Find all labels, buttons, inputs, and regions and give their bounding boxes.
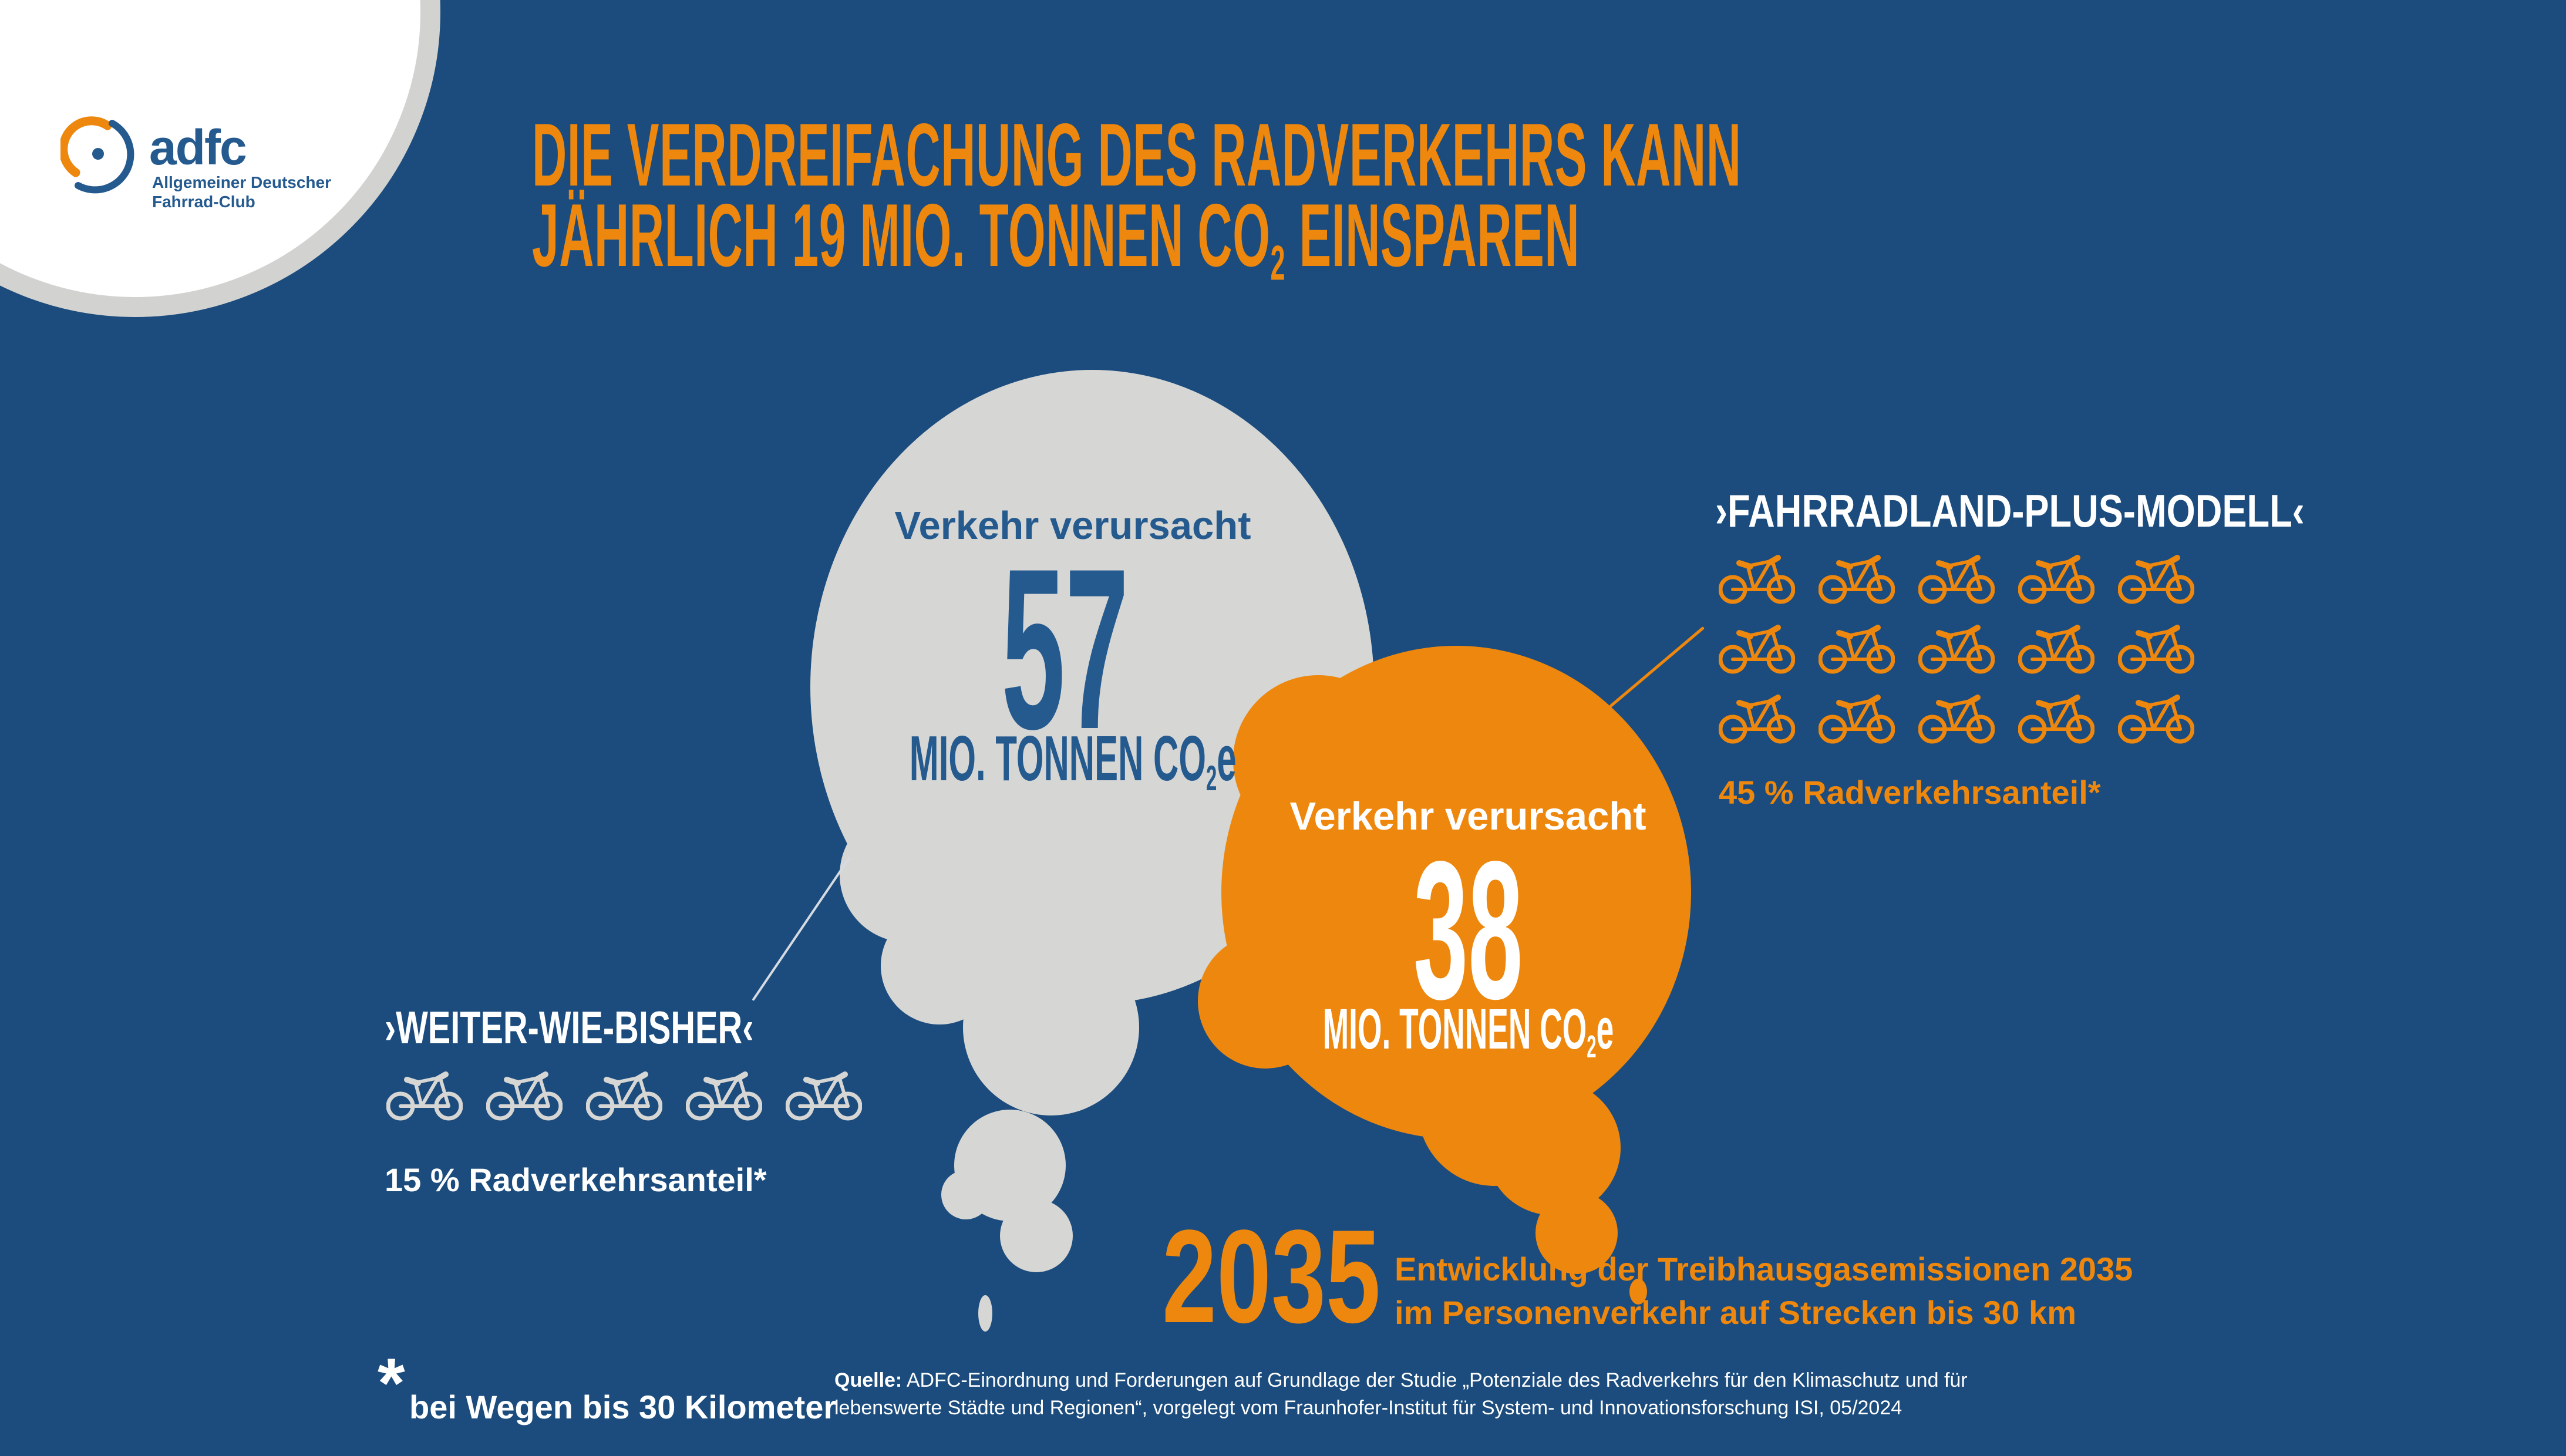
bike-icon [1918, 625, 1995, 674]
bike-icon [1719, 695, 1795, 744]
bike-icon [386, 1071, 463, 1121]
scenario-weiter-label: ›WEITER-WIE-BISHER‹ [385, 1002, 754, 1053]
bike-row [1719, 625, 2194, 674]
bike-icon [486, 1071, 563, 1121]
bike-icon [2018, 555, 2094, 604]
bike-icon [1719, 625, 1795, 674]
orange-cloud-unit: MIO. TONNEN CO2e [1322, 997, 1614, 1064]
weiter-share-label: 15 % Radverkehrsanteil* [385, 1161, 767, 1198]
bike-row [386, 1071, 862, 1121]
bike-row [1719, 555, 2194, 604]
footnote-text: bei Wegen bis 30 Kilometer [409, 1388, 837, 1425]
bike-icon [1819, 555, 1895, 604]
year-2035: 2035 [1162, 1202, 1381, 1350]
bike-icon [2018, 625, 2094, 674]
gray-cloud-dot [978, 1295, 992, 1332]
gray-cloud-unit: MIO. TONNEN CO2e [909, 723, 1237, 798]
bike-icon [686, 1071, 762, 1121]
page-title-line2: JÄHRLICH 19 MIO. TONNEN CO2 EINSPAREN [532, 186, 1580, 291]
gray-cloud-value: 57 [1001, 521, 1129, 777]
bike-icon [1819, 625, 1895, 674]
orange-cloud-value: 38 [1413, 820, 1523, 1040]
bike-icon [1719, 555, 1795, 604]
bike-icon [2118, 695, 2194, 744]
orange-cloud-intro: Verkehr verursacht [1289, 794, 1646, 838]
orange-cloud-dot [1629, 1279, 1647, 1305]
logo-subline: Allgemeiner Deutscher Fahrrad-Club [152, 173, 331, 211]
page-title-line1: DIE VERDREIFACHUNG DES RADVERKEHRS KANN [532, 105, 1742, 205]
logo-badge-circle [0, 0, 440, 317]
bike-icon [786, 1071, 862, 1121]
bike-icon [1819, 695, 1895, 744]
bike-row [1719, 695, 2194, 744]
fahrradland-share-label: 45 % Radverkehrsanteil* [1719, 774, 2101, 811]
year-caption-line2: im Personenverkehr auf Strecken bis 30 k… [1395, 1294, 2076, 1331]
source-line1: Quelle: ADFC-Einordnung und Forderungen … [834, 1369, 1968, 1391]
adfc-wheel-icon [60, 116, 134, 194]
year-caption-line1: Entwicklung der Treibhausgasemissionen 2… [1395, 1251, 2133, 1288]
bike-icon [586, 1071, 662, 1121]
scenario-fahrradland-label: ›FAHRRADLAND-PLUS-MODELL‹ [1715, 485, 2305, 537]
co2-subscript: 2 [1270, 235, 1286, 291]
bike-icon [2018, 695, 2094, 744]
fahrradland-bike-grid [1719, 555, 2194, 764]
bike-icon [2118, 555, 2194, 604]
logo-subline-2: Fahrrad-Club [152, 193, 255, 211]
source-label: Quelle: [834, 1369, 903, 1391]
logo-subline-1: Allgemeiner Deutscher [152, 173, 331, 191]
bike-icon [2118, 625, 2194, 674]
year-caption: Entwicklung der Treibhausgasemissionen 2… [1395, 1248, 2133, 1334]
bike-icon [1918, 555, 1995, 604]
source-line2: lebenswerte Städte und Regionen“, vorgel… [834, 1397, 1902, 1419]
footnote-asterisk: * [378, 1344, 405, 1423]
logo-wordmark: adfc [149, 120, 247, 175]
gray-cloud-intro: Verkehr verursacht [894, 504, 1251, 548]
bike-icon [1918, 695, 1995, 744]
weiter-bike-grid [386, 1071, 862, 1141]
